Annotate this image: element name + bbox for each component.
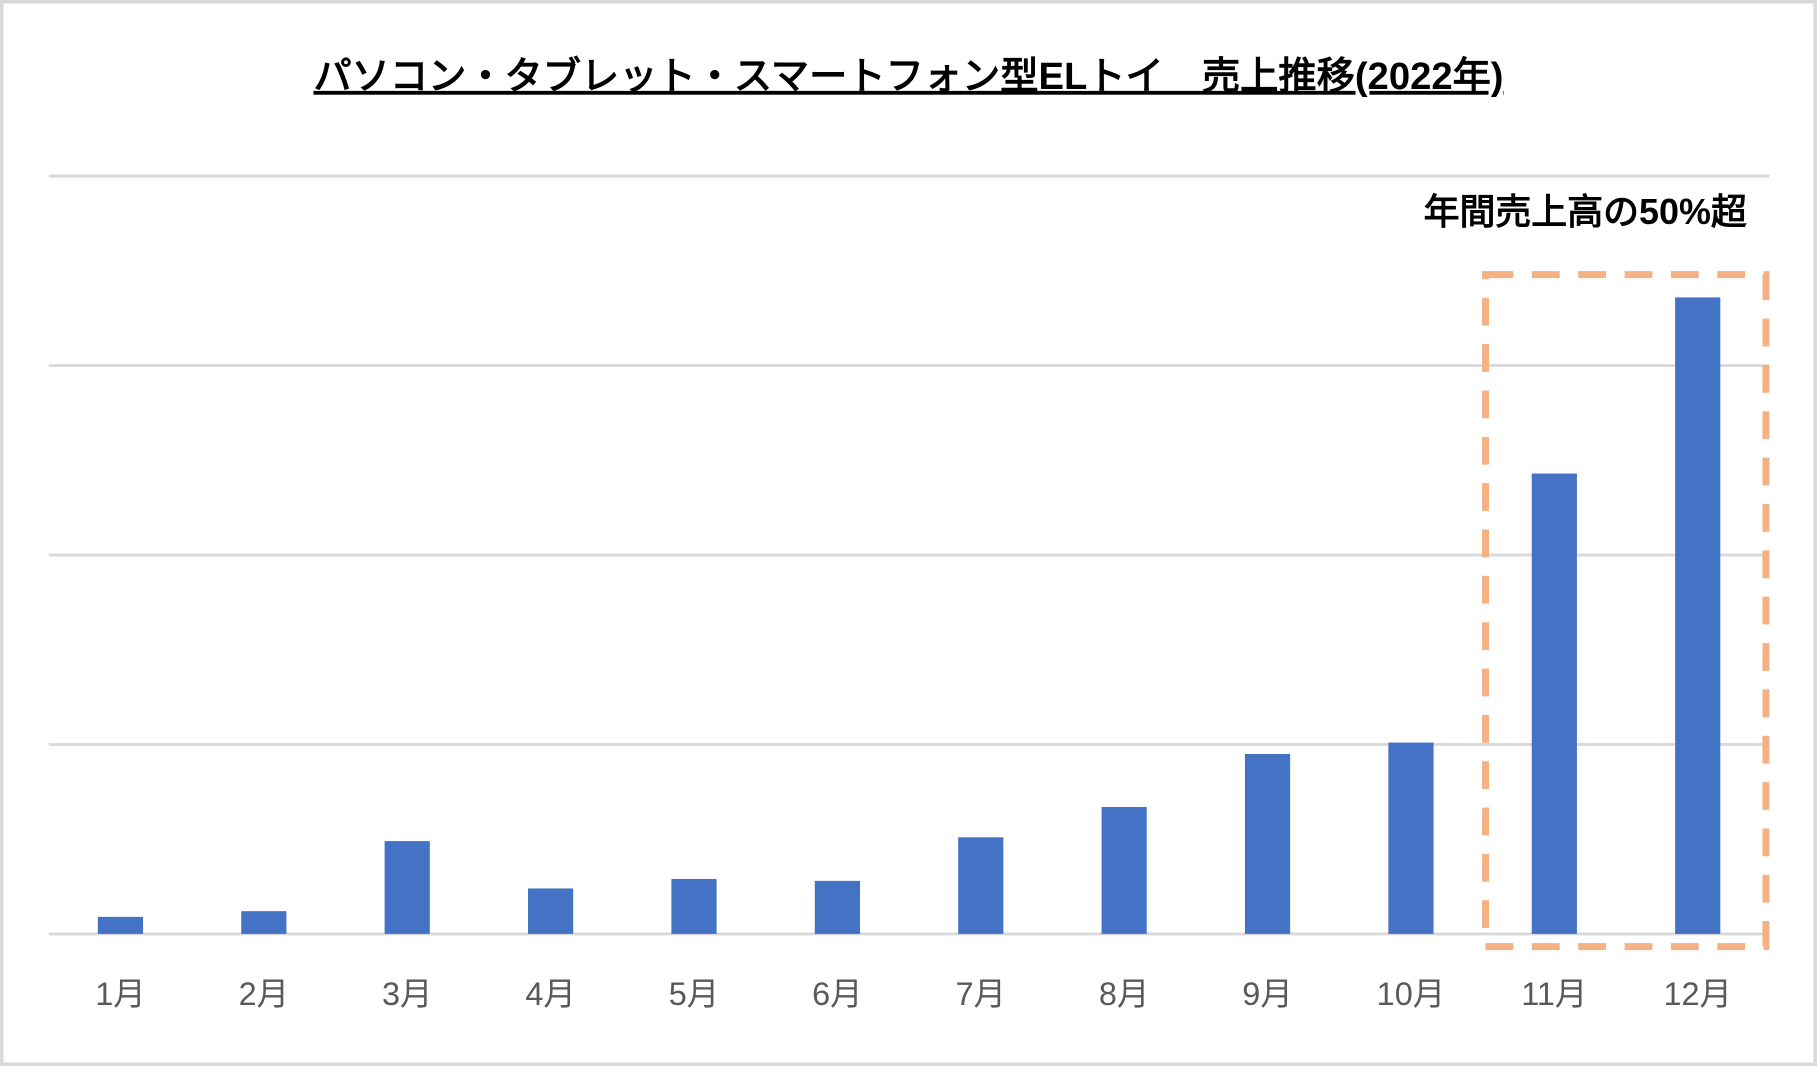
grid bbox=[48, 174, 1770, 936]
chart-title: パソコン・タブレット・スマートフォン型ELトイ 売上推移(2022年) bbox=[313, 54, 1503, 98]
bar bbox=[671, 878, 717, 934]
x-tick-label: 10月 bbox=[1377, 976, 1446, 1012]
x-tick-label: 2月 bbox=[239, 976, 289, 1012]
bar bbox=[1244, 753, 1291, 934]
x-tick-label: 12月 bbox=[1663, 976, 1732, 1012]
highlight-box bbox=[1482, 271, 1770, 951]
x-tick-label: 8月 bbox=[1099, 976, 1149, 1012]
bar bbox=[528, 888, 574, 934]
x-tick-label: 1月 bbox=[95, 976, 145, 1012]
annotation: 年間売上高の50%超 bbox=[1424, 191, 1747, 232]
bar bbox=[97, 916, 144, 934]
x-tick-label: 4月 bbox=[525, 976, 575, 1012]
x-tick-label: 3月 bbox=[382, 976, 432, 1012]
x-tick-label: 7月 bbox=[956, 976, 1006, 1012]
bars bbox=[97, 297, 1721, 934]
x-tick-label: 6月 bbox=[812, 976, 862, 1012]
bar bbox=[384, 841, 430, 934]
bar bbox=[1675, 297, 1721, 934]
x-tick-label: 5月 bbox=[669, 976, 719, 1012]
x-tick-label: 11月 bbox=[1521, 976, 1587, 1012]
x-tick-label: 9月 bbox=[1242, 976, 1292, 1012]
bar bbox=[814, 880, 860, 934]
bar bbox=[1531, 473, 1577, 934]
bar bbox=[241, 911, 287, 934]
bar bbox=[958, 837, 1004, 934]
bar bbox=[1101, 806, 1147, 934]
bar bbox=[1388, 742, 1434, 934]
